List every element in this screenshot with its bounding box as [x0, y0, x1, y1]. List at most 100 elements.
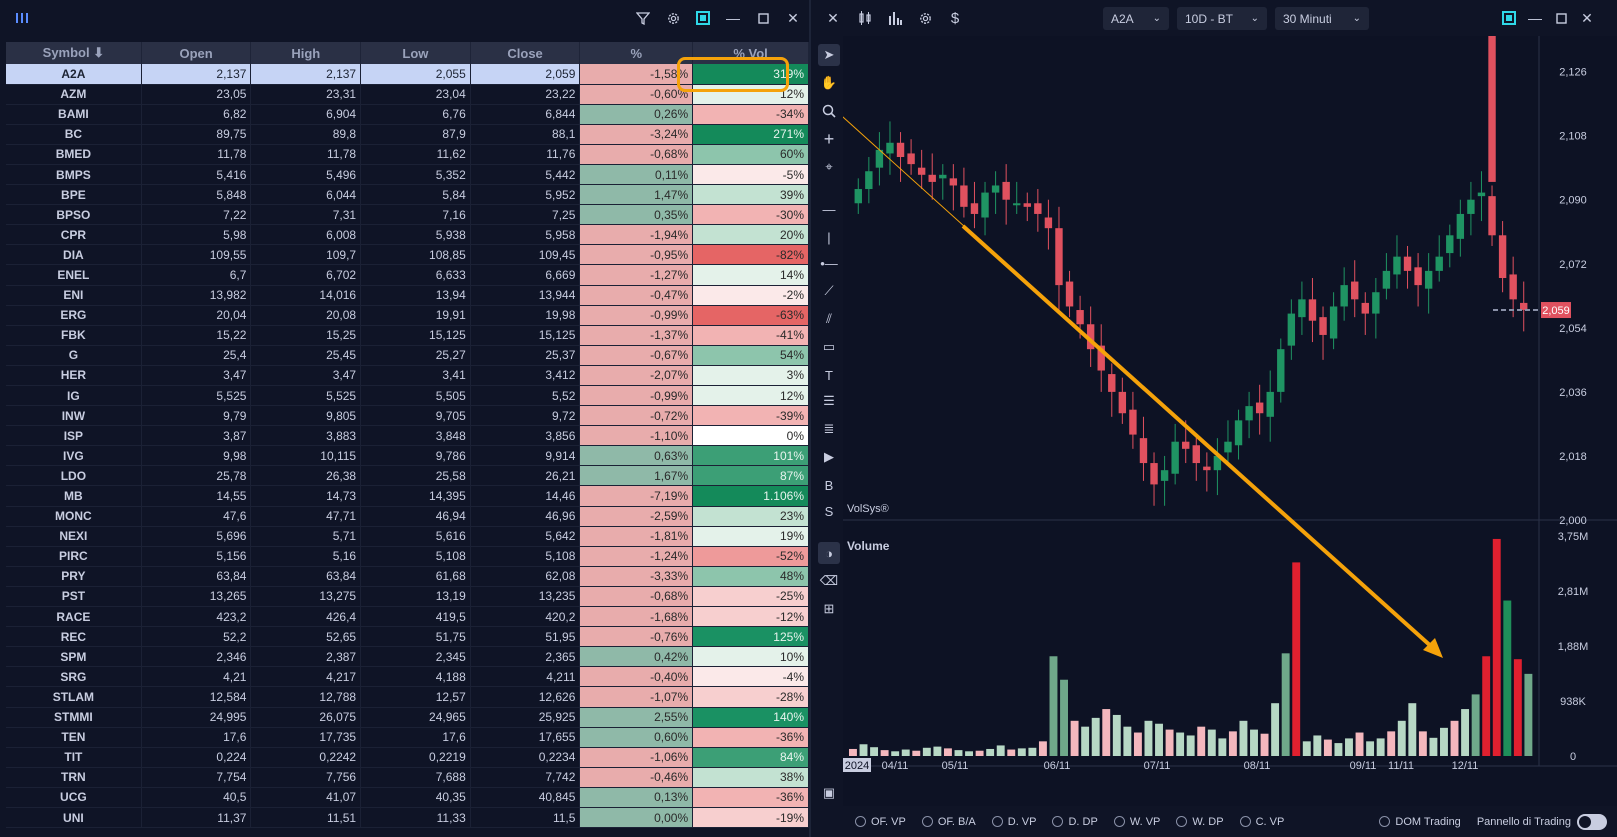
- horizontal-line-icon[interactable]: —: [822, 201, 836, 217]
- table-row[interactable]: CPR 5,98 6,008 5,938 5,958 -1,94% 20%: [6, 224, 809, 246]
- hand-icon[interactable]: ✋: [820, 75, 838, 90]
- option-c-vp[interactable]: C. VP: [1239, 816, 1284, 828]
- table-row[interactable]: G 25,4 25,45 25,27 25,37 -0,67% 54%: [6, 345, 809, 366]
- ray-icon[interactable]: •—: [820, 255, 838, 271]
- table-row[interactable]: SRG 4,21 4,217 4,188 4,211 -0,40% -4%: [6, 666, 809, 688]
- close-icon[interactable]: ✕: [787, 9, 799, 26]
- table-row[interactable]: DIA 109,55 109,7 108,85 109,45 -0,95% -82%: [6, 244, 809, 266]
- eraser-icon[interactable]: ⌫: [819, 573, 839, 588]
- table-row[interactable]: TIT 0,224 0,2242 0,2219 0,2234 -1,06% 84%: [6, 747, 809, 768]
- table-row[interactable]: BPSO 7,22 7,31 7,16 7,25 0,35% -30%: [6, 204, 809, 226]
- option-w-dp[interactable]: W. DP: [1176, 816, 1224, 828]
- zoom-icon[interactable]: [818, 100, 840, 122]
- levels-icon[interactable]: ≣: [823, 421, 835, 436]
- col-header-symbol[interactable]: Symbol ⬇: [6, 42, 142, 64]
- option-of-ba[interactable]: OF. B/A: [921, 816, 976, 828]
- col-header-pct[interactable]: %: [579, 42, 694, 64]
- option-of-vp[interactable]: OF. VP: [855, 816, 906, 828]
- link-window-icon[interactable]: [693, 8, 713, 28]
- add-indicator-icon[interactable]: ⊞: [823, 601, 835, 616]
- text-icon[interactable]: T: [825, 367, 833, 383]
- table-row[interactable]: SPM 2,346 2,387 2,345 2,365 0,42% 10%: [6, 646, 809, 668]
- maximize-icon[interactable]: [753, 8, 773, 28]
- link-window-icon[interactable]: [1499, 8, 1519, 28]
- volume-bar: [1250, 729, 1258, 756]
- gear-icon[interactable]: [663, 8, 683, 28]
- magnet-lock-icon[interactable]: ◑: [818, 542, 840, 564]
- fibonacci-icon[interactable]: ☰: [823, 393, 835, 408]
- screen-icon[interactable]: ▣: [822, 785, 836, 800]
- volume-bar: [859, 744, 868, 756]
- option-d-dp[interactable]: D. DP: [1052, 816, 1098, 828]
- table-row[interactable]: BMPS 5,416 5,496 5,352 5,442 0,11% -5%: [6, 164, 809, 186]
- col-header-high[interactable]: High: [250, 42, 362, 64]
- candlestick-icon[interactable]: [855, 8, 875, 28]
- trend-line-icon[interactable]: ⟋: [824, 283, 834, 298]
- table-row[interactable]: BMED 11,78 11,78 11,62 11,76 -0,68% 60%: [6, 144, 809, 165]
- col-header-pct-vol[interactable]: % Vol: [692, 42, 809, 64]
- columns-icon[interactable]: [14, 10, 30, 26]
- filter-icon[interactable]: [633, 8, 653, 28]
- chart-settings-icon[interactable]: [915, 8, 935, 28]
- table-row[interactable]: ENI 13,982 14,016 13,94 13,944 -0,47% -2%: [6, 285, 809, 306]
- minimize-icon[interactable]: —: [1528, 10, 1542, 26]
- col-header-open[interactable]: Open: [141, 42, 252, 64]
- table-row[interactable]: ENEL 6,7 6,702 6,633 6,669 -1,27% 14%: [6, 264, 809, 286]
- col-header-close[interactable]: Close: [470, 42, 581, 64]
- symbol-select[interactable]: A2A ⌄: [1103, 7, 1169, 30]
- table-row[interactable]: PST 13,265 13,275 13,19 13,235 -0,68% -25%: [6, 586, 809, 608]
- table-row[interactable]: NEXI 5,696 5,71 5,616 5,642 -1,81% 19%: [6, 526, 809, 547]
- table-row[interactable]: LDO 25,78 26,38 25,58 26,21 1,67% 87%: [6, 465, 809, 487]
- cell-vol: 20%: [692, 224, 809, 246]
- table-row[interactable]: UNI 11,37 11,51 11,33 11,5 0,00% -19%: [6, 807, 809, 829]
- cursor-arrow-icon[interactable]: ➤: [818, 44, 840, 66]
- table-row[interactable]: MONC 47,6 47,71 46,94 46,96 -2,59% 23%: [6, 506, 809, 527]
- table-row[interactable]: AZM 23,05 23,31 23,04 23,22 -0,60% 12%: [6, 84, 809, 105]
- table-row[interactable]: IG 5,525 5,525 5,505 5,52 -0,99% 12%: [6, 385, 809, 407]
- volume-bar: [1176, 732, 1185, 756]
- rectangle-icon[interactable]: ▭: [822, 339, 836, 354]
- table-row[interactable]: INW 9,79 9,805 9,705 9,72 -0,72% -39%: [6, 405, 809, 427]
- option-d-vp[interactable]: D. VP: [991, 816, 1036, 828]
- channel-icon[interactable]: ⫽: [826, 311, 832, 326]
- trading-panel-toggle[interactable]: [1577, 813, 1607, 830]
- table-row[interactable]: STLAM 12,584 12,788 12,57 12,626 -1,07% -28%: [6, 686, 809, 708]
- chart-area[interactable]: 2,126 2,108 2,090 2,072 2,054 2,036 2,018 2,000…: [812, 36, 1617, 806]
- close-icon[interactable]: ✕: [1581, 9, 1593, 26]
- table-row[interactable]: PRY 63,84 63,84 61,68 62,08 -3,33% 48%: [6, 566, 809, 587]
- table-row[interactable]: TEN 17,6 17,735 17,6 17,655 0,60% -36%: [6, 727, 809, 748]
- table-row[interactable]: A2A 2,137 2,137 2,055 2,059 -1,58% 319%: [6, 64, 809, 85]
- maximize-icon[interactable]: [1551, 8, 1571, 28]
- dollar-icon[interactable]: $: [950, 9, 960, 27]
- period-select[interactable]: 10D - BT ⌄: [1177, 7, 1267, 30]
- interval-select[interactable]: 30 Minuti ⌄: [1275, 7, 1369, 30]
- col-header-low[interactable]: Low: [360, 42, 471, 64]
- table-row[interactable]: RACE 423,2 426,4 419,5 420,2 -1,68% -12%: [6, 606, 809, 628]
- table-row[interactable]: UCG 40,5 41,07 40,35 40,845 0,13% -36%: [6, 787, 809, 808]
- buy-tool-icon[interactable]: ▶: [824, 449, 834, 464]
- close-chart-icon[interactable]: ✕: [827, 9, 839, 26]
- table-row[interactable]: BC 89,75 89,8 87,9 88,1 -3,24% 271%: [6, 124, 809, 145]
- table-row[interactable]: MB 14,55 14,73 14,395 14,46 -7,19% 1.106%: [6, 485, 809, 507]
- table-row[interactable]: FBK 15,22 15,25 15,125 15,125 -1,37% -41%: [6, 325, 809, 346]
- magnet-icon[interactable]: ⌖: [825, 159, 833, 174]
- table-row[interactable]: REC 52,2 52,65 51,75 51,95 -0,76% 125%: [6, 626, 809, 648]
- bar-chart-icon[interactable]: [885, 8, 905, 28]
- table-row[interactable]: STMMI 24,995 26,075 24,965 25,925 2,55% 140%: [6, 707, 809, 728]
- table-row[interactable]: ERG 20,04 20,08 19,91 19,98 -0,99% -63%: [6, 305, 809, 326]
- table-row[interactable]: PIRC 5,156 5,16 5,108 5,108 -1,24% -52%: [6, 546, 809, 567]
- crosshair-icon[interactable]: +: [823, 128, 835, 149]
- table-row[interactable]: BPE 5,848 6,044 5,84 5,952 1,47% 39%: [6, 184, 809, 206]
- table-row[interactable]: IVG 9,98 10,115 9,786 9,914 0,63% 101%: [6, 445, 809, 467]
- sell-order-icon[interactable]: S: [824, 503, 834, 519]
- table-row[interactable]: TRN 7,754 7,756 7,688 7,742 -0,46% 38%: [6, 767, 809, 788]
- table-row[interactable]: ISP 3,87 3,883 3,848 3,856 -1,10% 0%: [6, 425, 809, 447]
- buy-order-icon[interactable]: B: [824, 477, 834, 493]
- option-w-vp[interactable]: W. VP: [1113, 816, 1160, 828]
- table-row[interactable]: HER 3,47 3,47 3,41 3,412 -2,07% 3%: [6, 365, 809, 387]
- vertical-line-icon[interactable]: |: [827, 229, 831, 245]
- minimize-icon[interactable]: —: [726, 10, 740, 26]
- table-row[interactable]: BAMI 6,82 6,904 6,76 6,844 0,26% -34%: [6, 104, 809, 125]
- price-chart[interactable]: 2,126 2,108 2,090 2,072 2,054 2,036 2,018 2,000…: [812, 36, 1617, 806]
- dom-trading-option[interactable]: DOM Trading: [1379, 816, 1461, 828]
